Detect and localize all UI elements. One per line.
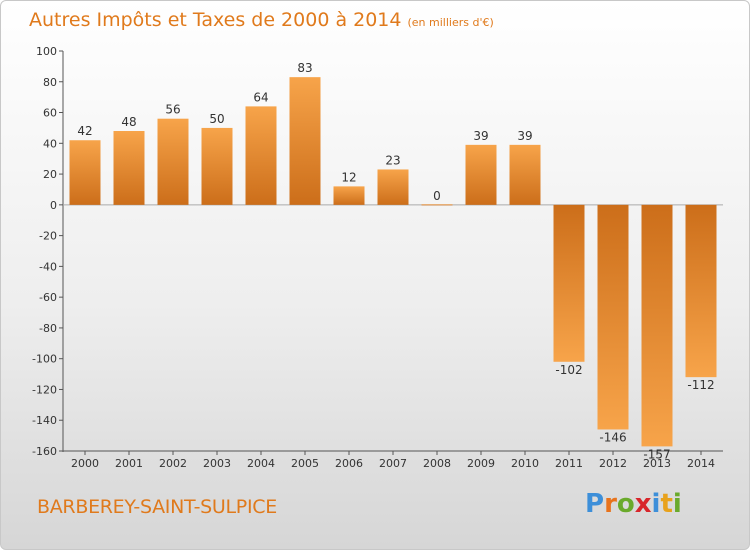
bar [113,131,145,205]
y-tick-label: 100 [36,45,57,58]
logo-letter: x [634,489,652,519]
data-label: 50 [209,112,224,126]
x-tick-label: 2007 [379,457,407,470]
bar [333,186,365,205]
y-tick-label: -120 [32,383,57,396]
bar [421,204,453,206]
logo-letter: r [604,489,617,519]
data-label: 23 [385,153,400,167]
y-tick-label: -40 [39,260,57,273]
bar [685,204,717,378]
data-label: -157 [643,447,670,461]
logo-letter: o [616,489,635,519]
x-tick-label: 2009 [467,457,495,470]
bar [641,204,673,447]
data-label: 12 [341,170,356,184]
data-label: 48 [121,115,136,129]
data-label: 0 [433,189,441,203]
data-label: -102 [555,363,582,377]
commune-name: BARBEREY-SAINT-SULPICE [37,496,277,518]
x-tick-label: 2011 [555,457,583,470]
bar [245,106,277,205]
data-label: 39 [517,129,532,143]
x-tick-label: 2006 [335,457,363,470]
y-tick-label: 20 [43,168,57,181]
chart-title: Autres Impôts et Taxes de 2000 à 2014 (en… [29,9,494,31]
logo-letter: P [585,489,605,519]
y-tick-label: -140 [32,414,57,427]
bar [157,118,189,205]
y-tick-label: -20 [39,230,57,243]
y-tick-label: -60 [39,291,57,304]
bar [597,204,629,430]
proxiti-logo: Proxiti [585,489,682,519]
data-label: -112 [687,378,714,392]
y-tick-label: -160 [32,445,57,458]
bar [553,204,585,362]
x-tick-label: 2012 [599,457,627,470]
x-tick-label: 2002 [159,457,187,470]
data-label: 83 [297,61,312,75]
x-tick-label: 2000 [71,457,99,470]
data-label: 42 [77,124,92,138]
y-tick-label: 0 [50,199,57,212]
x-tick-label: 2008 [423,457,451,470]
bar [465,144,497,205]
x-tick-label: 2003 [203,457,231,470]
logo-letter: i [672,489,682,519]
chart-subtitle: (en milliers d'€) [407,16,494,29]
data-label: 39 [473,129,488,143]
x-tick-label: 2010 [511,457,539,470]
x-tick-label: 2013 [643,457,671,470]
logo-letter: i [651,489,661,519]
bar [201,127,233,205]
y-tick-label: 80 [43,76,57,89]
y-tick-label: 60 [43,107,57,120]
chart-title-text: Autres Impôts et Taxes de 2000 à 2014 [29,9,402,31]
y-tick-label: -100 [32,353,57,366]
bar [509,144,541,205]
bar [69,140,101,205]
data-label: 56 [165,103,180,117]
x-tick-label: 2014 [687,457,715,470]
x-tick-label: 2005 [291,457,319,470]
x-tick-label: 2001 [115,457,143,470]
y-tick-label: 40 [43,137,57,150]
bar [289,77,321,205]
logo-letter: t [660,489,673,519]
data-label: 64 [253,90,268,104]
data-label: -146 [599,430,626,444]
bar [377,169,409,205]
y-tick-label: -80 [39,322,57,335]
x-tick-label: 2004 [247,457,275,470]
